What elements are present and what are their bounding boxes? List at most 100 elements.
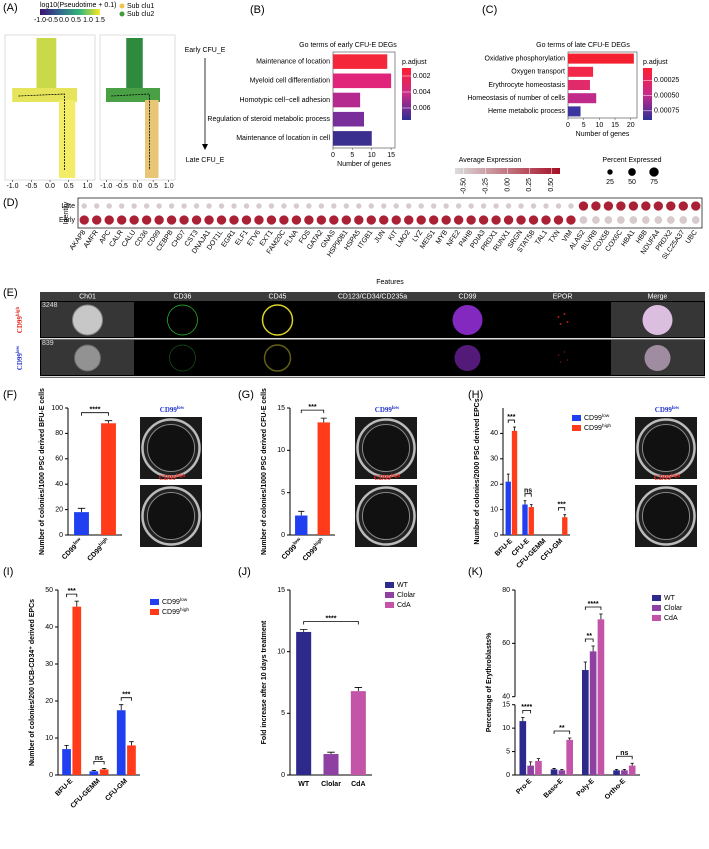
legend-label-base: CD99: [162, 609, 180, 616]
x-tick-label: 1.0: [164, 183, 174, 190]
significance-bracket: [303, 621, 359, 625]
error-bar: [622, 768, 627, 771]
bar: [568, 93, 597, 104]
x-tick-label: 0.0: [133, 183, 143, 190]
cell-id: 3248: [42, 302, 58, 309]
dot: [318, 203, 325, 209]
dot: [241, 215, 252, 225]
x-tick-label: 0.5: [64, 183, 74, 190]
size-legend-label: 50: [628, 179, 636, 186]
bar: [568, 79, 590, 91]
dot: [429, 215, 439, 225]
dish-rim: [641, 491, 691, 541]
panel-label: (H): [468, 389, 483, 401]
x-tick-label: 5: [350, 152, 354, 159]
bar: [317, 422, 330, 535]
y-tick-label: 40: [490, 430, 498, 437]
y-tick-label: 15: [277, 405, 285, 412]
bar: [597, 619, 605, 775]
dot: [368, 203, 374, 209]
significance-label: ****: [521, 704, 532, 711]
y-axis-label: Number of colonies/2000 PSC derived EPCs: [474, 398, 481, 544]
dish-label-sup: high: [176, 474, 186, 479]
dish-label: CD99high: [159, 474, 186, 482]
x-tick-label: -1.0: [100, 183, 112, 190]
error-bar: [521, 716, 525, 722]
dot: [79, 215, 89, 225]
dish-label-sup: low: [672, 406, 680, 411]
dot: [216, 215, 227, 225]
bar: [99, 769, 109, 775]
dot: [316, 215, 327, 225]
dot: [691, 216, 700, 224]
cell: [261, 304, 294, 336]
x-tick-label: CD99high: [85, 536, 111, 562]
colorbar-title: log10(Pseudotime + 0.1): [40, 2, 116, 9]
error-bar: [129, 741, 134, 746]
colorbar-tick-label: -1.0: [34, 17, 46, 24]
bar: [72, 606, 82, 775]
error-bar: [614, 768, 619, 771]
significance-bracket: [120, 697, 132, 701]
significance-label: ****: [326, 615, 337, 622]
dot: [279, 215, 289, 225]
legend-label: CD99low: [162, 597, 188, 606]
error-bar: [560, 768, 564, 771]
category-label: Erythrocyte homeostasis: [488, 82, 565, 89]
cell-id: 839: [42, 340, 54, 347]
bar: [628, 765, 636, 775]
epor-dot: [557, 316, 560, 318]
y-axis-label: Percentage of Erythroblasts%: [486, 632, 493, 732]
column-header: CD45: [269, 293, 287, 300]
feature-label: TXN: [548, 229, 562, 244]
panel-label: (I): [3, 566, 13, 578]
dot: [304, 215, 314, 225]
cell: [72, 304, 103, 336]
error-bar: [119, 704, 124, 711]
legend-swatch: [572, 415, 581, 421]
epor-dot: [559, 323, 562, 325]
epor-dot: [557, 354, 560, 356]
dot: [516, 215, 526, 225]
dot: [129, 215, 139, 225]
dish-label-base: CD99: [374, 474, 392, 482]
dot: [578, 201, 589, 211]
dish-label-base: CD99: [160, 406, 178, 414]
dot: [343, 203, 350, 209]
bar: [621, 770, 628, 775]
y-axis-label: Number of colonies/200 UCB-CD34⁺ derived…: [29, 599, 36, 766]
bar: [568, 106, 581, 117]
cell: [452, 305, 483, 335]
row-divider: [40, 338, 705, 340]
dish-label-sup: high: [671, 474, 681, 479]
category-label: Heme metabolic process: [488, 108, 566, 115]
dot: [679, 216, 688, 224]
color-legend-title: Average Expression: [459, 157, 522, 164]
y-tick-label: 0: [49, 772, 53, 779]
dish-label: CD99low: [375, 406, 400, 414]
y-tick-label: 15: [502, 702, 510, 709]
error-bar: [104, 420, 113, 424]
dot: [505, 203, 512, 209]
bar: [333, 73, 392, 89]
legend-gradient: [643, 68, 652, 120]
legend-swatch: [385, 602, 394, 608]
legend-swatch: [572, 425, 581, 431]
error-bar: [506, 473, 510, 482]
panel-label: (G): [238, 389, 254, 401]
dot: [491, 215, 501, 225]
error-bar: [91, 770, 97, 772]
error-bar: [568, 737, 572, 740]
panel-label: (D): [3, 197, 18, 209]
dish-label-base: CD99: [654, 474, 672, 482]
significance-bracket: [584, 606, 602, 611]
legend-label-sup: low: [602, 413, 610, 419]
x-tick-label: 1.0: [83, 183, 93, 190]
x-tick-label: 0.5: [148, 183, 158, 190]
dish-label-base: CD99: [159, 474, 177, 482]
legend-dot: [119, 3, 125, 9]
y-tick-label: 50: [45, 587, 53, 594]
x-tick-label: CFU-GEMM: [70, 778, 102, 810]
dish-rim: [641, 423, 691, 473]
x-tick-label: Ortho-E: [604, 778, 628, 802]
